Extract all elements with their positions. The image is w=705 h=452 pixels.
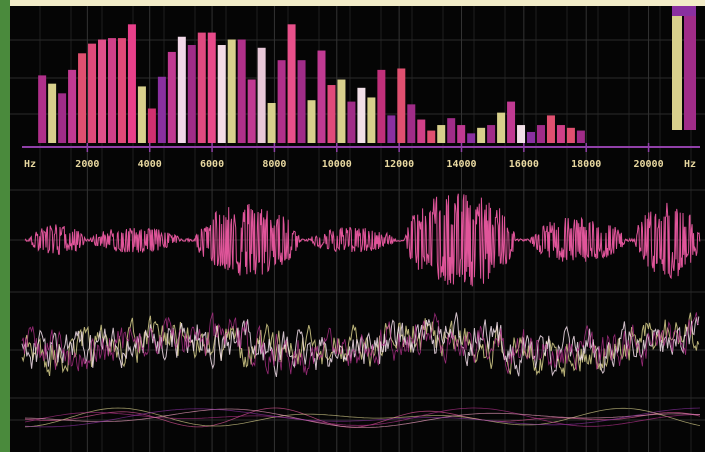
bar <box>527 132 535 143</box>
bar <box>168 52 176 143</box>
bar <box>357 88 365 143</box>
bar <box>278 60 286 143</box>
bar <box>58 93 66 143</box>
x-tick-label: 6000 <box>200 159 224 170</box>
bar <box>517 125 525 143</box>
bar <box>188 45 196 143</box>
bar <box>537 125 545 143</box>
x-tick-label: 4000 <box>138 159 162 170</box>
bar <box>108 38 116 143</box>
x-unit-label: Hz <box>24 159 36 170</box>
bar <box>407 104 415 143</box>
bar <box>258 48 266 143</box>
bar <box>417 120 425 143</box>
x-tick-label: 10000 <box>322 159 352 170</box>
bar <box>48 84 56 143</box>
bar <box>268 103 276 143</box>
bar <box>477 128 485 143</box>
bar <box>218 45 226 143</box>
page: Hz Hz 2000 4000 6000 8000 10000 12000 14000 160… <box>0 0 705 452</box>
analyzer: Hz Hz 2000 4000 6000 8000 10000 12000 14000 160… <box>0 0 705 452</box>
level-meter-cap <box>672 6 696 16</box>
level-meter <box>672 6 682 130</box>
bar <box>298 60 306 143</box>
bar <box>377 70 385 143</box>
bar <box>138 86 146 143</box>
x-tick-label: 12000 <box>384 159 414 170</box>
top-strip <box>0 0 705 6</box>
bar <box>158 77 166 143</box>
bar <box>98 40 106 144</box>
bar <box>318 51 326 143</box>
bar <box>487 125 495 143</box>
bar <box>148 109 156 144</box>
bar <box>38 75 46 143</box>
bar <box>198 33 206 143</box>
bar <box>288 24 296 143</box>
x-unit-label: Hz <box>684 159 696 170</box>
bar <box>367 97 375 143</box>
bar <box>567 128 575 143</box>
bar <box>248 80 256 143</box>
bar <box>577 131 585 143</box>
bar <box>178 37 186 143</box>
bar <box>447 118 455 143</box>
bar <box>557 125 565 143</box>
bar <box>427 131 435 143</box>
x-tick-label: 8000 <box>262 159 286 170</box>
bar <box>347 102 355 143</box>
bar <box>387 115 395 143</box>
left-strip <box>0 0 10 452</box>
bar <box>308 100 316 143</box>
x-tick-label: 2000 <box>75 159 99 170</box>
bar <box>437 125 445 143</box>
x-tick-label: 16000 <box>509 159 539 170</box>
bar <box>208 33 216 143</box>
bar <box>337 80 345 143</box>
bar <box>68 70 76 143</box>
x-tick-label: 18000 <box>571 159 601 170</box>
bar <box>78 53 86 143</box>
bar <box>327 85 335 143</box>
x-tick-label: 20000 <box>634 159 664 170</box>
bar <box>497 113 505 143</box>
bar <box>467 133 475 143</box>
bar <box>507 102 515 143</box>
bar <box>128 24 136 143</box>
bar <box>88 44 96 143</box>
bar <box>547 115 555 143</box>
bar <box>228 40 236 144</box>
bar <box>457 125 465 143</box>
x-tick-label: 14000 <box>446 159 476 170</box>
level-meter <box>684 6 696 130</box>
bar <box>397 68 405 143</box>
bar <box>118 38 126 143</box>
bar <box>238 40 246 144</box>
